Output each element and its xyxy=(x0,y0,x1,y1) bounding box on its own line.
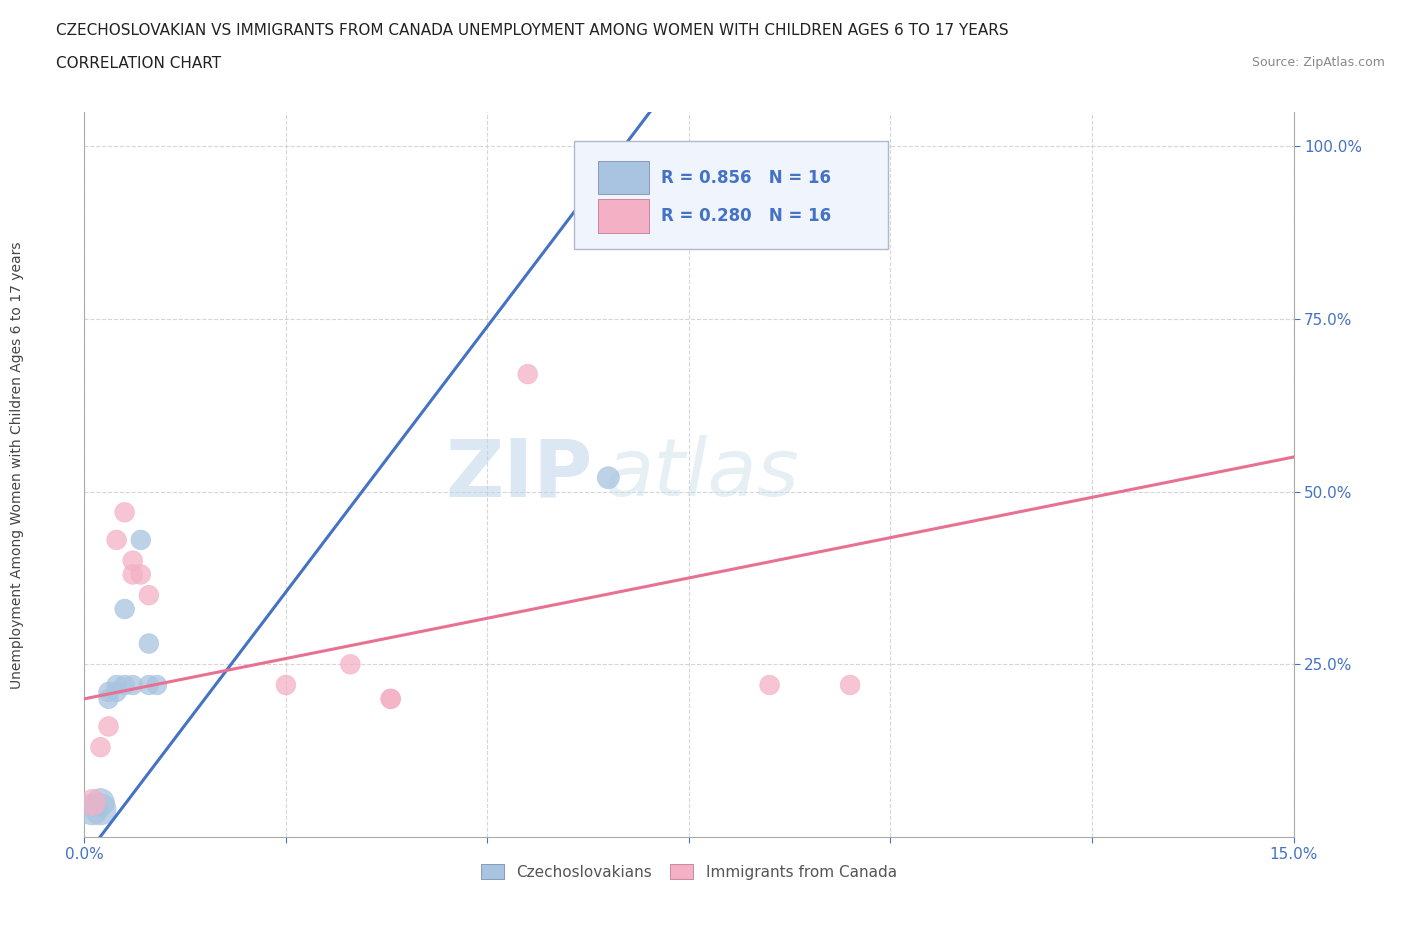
Point xyxy=(97,684,120,699)
Point xyxy=(105,684,128,699)
Point xyxy=(380,691,402,706)
Text: atlas: atlas xyxy=(605,435,799,513)
Point xyxy=(516,366,538,381)
Text: Unemployment Among Women with Children Ages 6 to 17 years: Unemployment Among Women with Children A… xyxy=(10,241,24,689)
Point xyxy=(105,678,128,693)
Point xyxy=(121,678,143,693)
FancyBboxPatch shape xyxy=(574,140,889,249)
Point xyxy=(82,802,104,817)
Point xyxy=(598,471,620,485)
Point xyxy=(121,553,143,568)
Point xyxy=(89,802,111,817)
Point xyxy=(380,691,402,706)
Point xyxy=(114,602,136,617)
Point xyxy=(97,719,120,734)
Point xyxy=(121,567,143,582)
Point xyxy=(138,588,160,603)
Text: R = 0.280   N = 16: R = 0.280 N = 16 xyxy=(661,207,831,225)
Text: CORRELATION CHART: CORRELATION CHART xyxy=(56,56,221,71)
Text: ZIP: ZIP xyxy=(444,435,592,513)
FancyBboxPatch shape xyxy=(599,161,650,194)
Point xyxy=(89,795,111,810)
Text: Source: ZipAtlas.com: Source: ZipAtlas.com xyxy=(1251,56,1385,69)
Point xyxy=(138,678,160,693)
Point xyxy=(662,159,685,174)
Point xyxy=(97,691,120,706)
Legend: Czechoslovakians, Immigrants from Canada: Czechoslovakians, Immigrants from Canada xyxy=(474,857,904,887)
Point xyxy=(839,678,862,693)
Text: R = 0.856   N = 16: R = 0.856 N = 16 xyxy=(661,168,831,187)
Point xyxy=(339,657,361,671)
Point xyxy=(105,533,128,548)
Point xyxy=(114,678,136,693)
Text: CZECHOSLOVAKIAN VS IMMIGRANTS FROM CANADA UNEMPLOYMENT AMONG WOMEN WITH CHILDREN: CZECHOSLOVAKIAN VS IMMIGRANTS FROM CANAD… xyxy=(56,23,1010,38)
Point xyxy=(138,636,160,651)
Point xyxy=(146,678,169,693)
Point xyxy=(129,567,152,582)
Point xyxy=(82,795,104,810)
Point xyxy=(274,678,297,693)
Point xyxy=(89,739,111,754)
FancyBboxPatch shape xyxy=(599,199,650,232)
Point xyxy=(114,505,136,520)
Point xyxy=(129,533,152,548)
Point xyxy=(758,678,780,693)
